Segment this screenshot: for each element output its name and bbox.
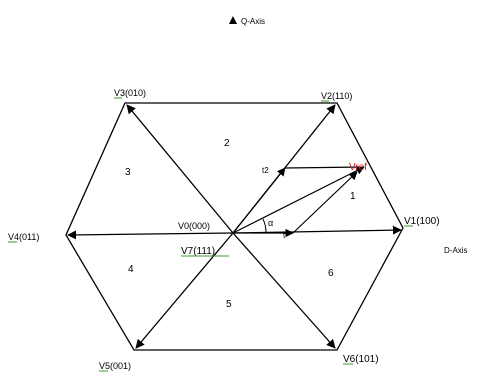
alpha-label: α <box>268 218 273 228</box>
t1-projection-arrow <box>292 171 358 234</box>
vector-arrow-v3 <box>126 104 234 234</box>
label-v0: V0(000) <box>178 221 210 231</box>
label-v7: V7(111) <box>181 246 215 257</box>
vref-label: Vref <box>349 162 367 173</box>
d-axis-label: D-Axis <box>444 246 468 255</box>
vector-spokes <box>67 104 402 349</box>
reference-vector-arrow <box>232 166 365 234</box>
label-v4: V4(011) <box>8 232 39 242</box>
t2-component-arrow <box>232 167 286 234</box>
vector-arrow-v4 <box>67 230 234 240</box>
t1-label: t <box>283 231 286 240</box>
sector-6: 6 <box>328 268 334 279</box>
t2-label: t2 <box>262 166 269 175</box>
vector-arrow-v5 <box>135 232 234 349</box>
q-axis-label: Q-Axis <box>241 17 265 26</box>
sector-5: 5 <box>226 299 232 310</box>
annotations: Vref t2 α t <box>262 162 367 240</box>
vector-labels: V3(010) V2(110) V4(011) V1(100) V0(000) … <box>8 88 440 372</box>
sector-2: 2 <box>224 138 230 149</box>
sector-1: 1 <box>350 191 356 202</box>
sector-4: 4 <box>128 264 134 275</box>
label-v1: V1(100) <box>404 216 440 227</box>
label-v2: V2(110) <box>321 91 352 101</box>
sector1-construction <box>232 166 365 238</box>
q-axis: Q-Axis <box>229 16 265 26</box>
q-axis-arrow-icon <box>229 16 237 24</box>
sector-3: 3 <box>125 167 131 178</box>
t2-projection-line <box>284 166 365 169</box>
label-v6: V6(101) <box>343 354 379 365</box>
vector-arrow-v6 <box>232 232 336 349</box>
alpha-angle-arc <box>262 218 267 233</box>
sector-numbers: 1 2 3 4 5 6 <box>125 138 356 310</box>
hexagon-outline <box>65 102 404 351</box>
label-v5: V5(001) <box>99 361 131 371</box>
label-v3: V3(010) <box>114 88 146 98</box>
